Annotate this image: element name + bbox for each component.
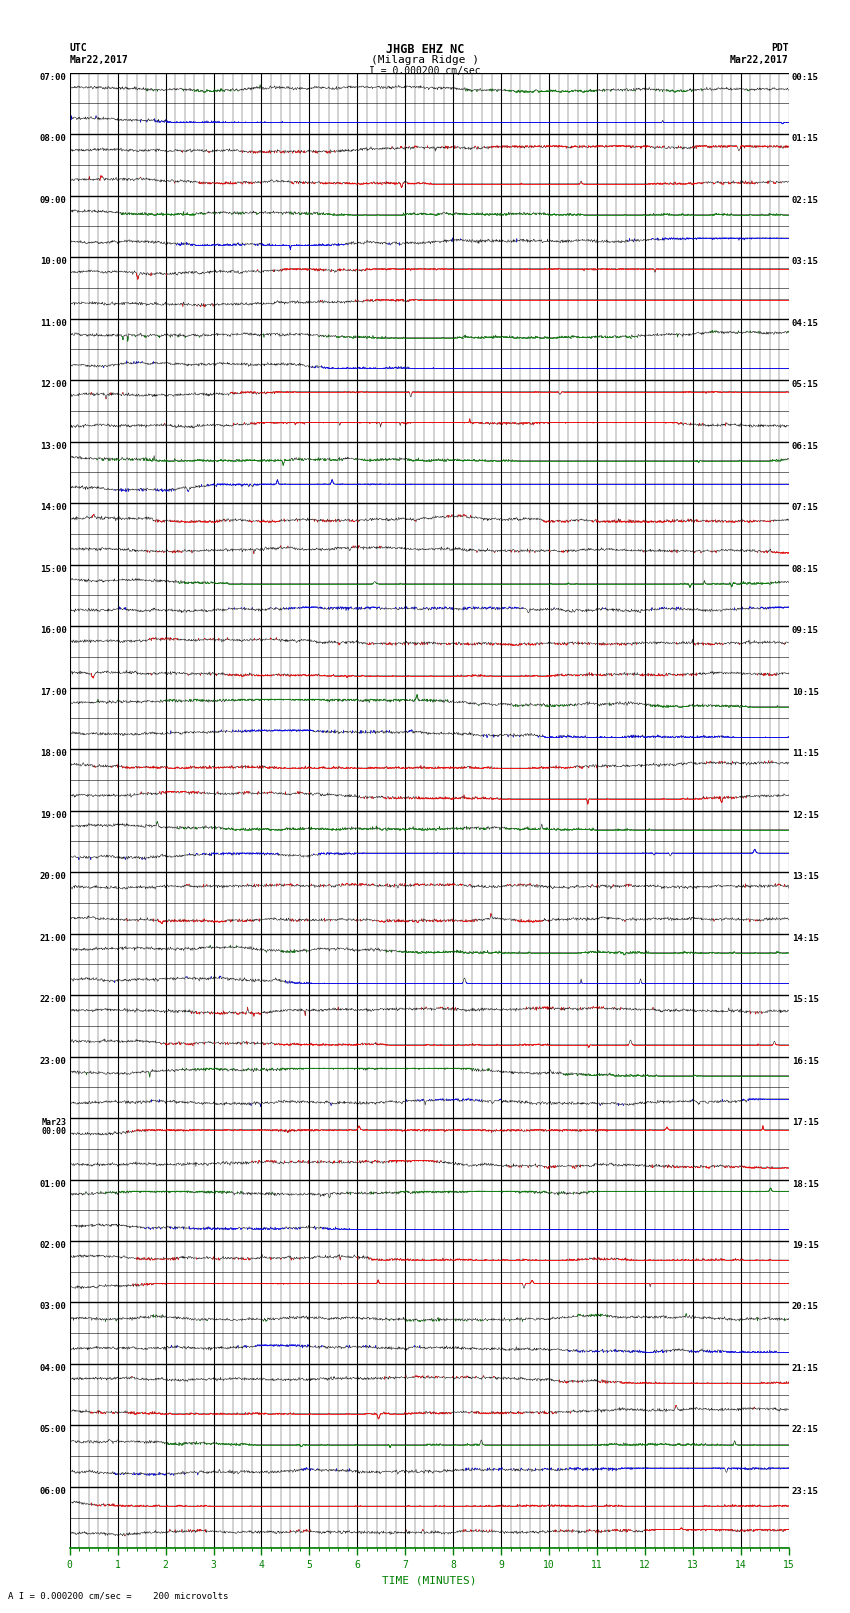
Text: 11:15: 11:15 — [791, 748, 819, 758]
Text: I = 0.000200 cm/sec: I = 0.000200 cm/sec — [369, 66, 481, 76]
Text: 01:00: 01:00 — [40, 1179, 67, 1189]
Text: JHGB EHZ NC: JHGB EHZ NC — [386, 44, 464, 56]
Text: 00:15: 00:15 — [791, 73, 819, 82]
Text: Mar22,2017: Mar22,2017 — [70, 55, 128, 65]
Text: 14:15: 14:15 — [791, 934, 819, 942]
Text: (Milagra Ridge ): (Milagra Ridge ) — [371, 55, 479, 65]
Text: 06:00: 06:00 — [40, 1487, 67, 1495]
Text: 06:15: 06:15 — [791, 442, 819, 450]
Text: 02:00: 02:00 — [40, 1240, 67, 1250]
Text: 10:00: 10:00 — [40, 256, 67, 266]
Text: A I = 0.000200 cm/sec =    200 microvolts: A I = 0.000200 cm/sec = 200 microvolts — [8, 1590, 229, 1600]
Text: Mar23
00:00: Mar23 00:00 — [42, 1118, 67, 1136]
Text: 22:15: 22:15 — [791, 1426, 819, 1434]
Text: 10:15: 10:15 — [791, 687, 819, 697]
Text: 12:15: 12:15 — [791, 811, 819, 819]
Text: 19:15: 19:15 — [791, 1240, 819, 1250]
Text: 20:00: 20:00 — [40, 873, 67, 881]
Text: 11:00: 11:00 — [40, 319, 67, 327]
Text: 21:15: 21:15 — [791, 1365, 819, 1373]
Text: 23:15: 23:15 — [791, 1487, 819, 1495]
Text: 18:00: 18:00 — [40, 748, 67, 758]
Text: 15:00: 15:00 — [40, 565, 67, 574]
Text: 05:00: 05:00 — [40, 1426, 67, 1434]
Text: 09:15: 09:15 — [791, 626, 819, 636]
Text: 17:15: 17:15 — [791, 1118, 819, 1127]
Text: 16:00: 16:00 — [40, 626, 67, 636]
X-axis label: TIME (MINUTES): TIME (MINUTES) — [382, 1576, 477, 1586]
Text: 23:00: 23:00 — [40, 1057, 67, 1066]
Text: 07:15: 07:15 — [791, 503, 819, 511]
Text: 22:00: 22:00 — [40, 995, 67, 1003]
Text: 08:00: 08:00 — [40, 134, 67, 144]
Text: 13:00: 13:00 — [40, 442, 67, 450]
Text: 21:00: 21:00 — [40, 934, 67, 942]
Text: 03:15: 03:15 — [791, 256, 819, 266]
Text: 16:15: 16:15 — [791, 1057, 819, 1066]
Text: 02:15: 02:15 — [791, 195, 819, 205]
Text: 19:00: 19:00 — [40, 811, 67, 819]
Text: 09:00: 09:00 — [40, 195, 67, 205]
Text: UTC: UTC — [70, 44, 88, 53]
Text: 08:15: 08:15 — [791, 565, 819, 574]
Text: 18:15: 18:15 — [791, 1179, 819, 1189]
Text: 01:15: 01:15 — [791, 134, 819, 144]
Text: 05:15: 05:15 — [791, 381, 819, 389]
Text: PDT: PDT — [771, 44, 789, 53]
Text: 07:00: 07:00 — [40, 73, 67, 82]
Text: Mar22,2017: Mar22,2017 — [730, 55, 789, 65]
Text: 12:00: 12:00 — [40, 381, 67, 389]
Text: 20:15: 20:15 — [791, 1303, 819, 1311]
Text: 04:00: 04:00 — [40, 1365, 67, 1373]
Text: 14:00: 14:00 — [40, 503, 67, 511]
Text: 13:15: 13:15 — [791, 873, 819, 881]
Text: 17:00: 17:00 — [40, 687, 67, 697]
Text: 03:00: 03:00 — [40, 1303, 67, 1311]
Text: 04:15: 04:15 — [791, 319, 819, 327]
Text: 15:15: 15:15 — [791, 995, 819, 1003]
